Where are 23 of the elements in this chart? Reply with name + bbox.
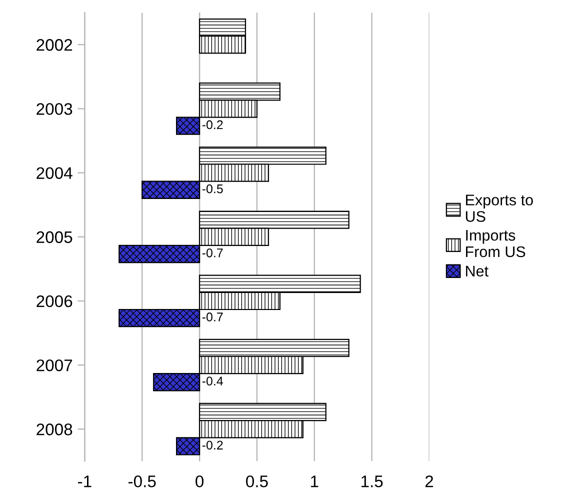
x-tick-label: 0.5 <box>246 475 268 488</box>
y-tick-label: 2003 <box>36 103 72 115</box>
y-tick-label: 2005 <box>36 231 72 244</box>
x-tick-label: -1 <box>78 476 92 488</box>
x-tick-label: 0 <box>196 475 204 488</box>
data-label: -0.7 <box>202 248 223 258</box>
x-tick-label: 1 <box>311 476 318 488</box>
data-label: -0.2 <box>202 440 223 450</box>
data-label: -0.5 <box>202 184 223 194</box>
y-tick-label: 2006 <box>36 295 72 308</box>
x-tick-label: 1.5 <box>362 476 383 488</box>
data-label: -0.7 <box>202 312 223 322</box>
data-label: -0.2 <box>202 120 223 130</box>
y-tick-label: 2008 <box>36 424 72 436</box>
data-label: -0.4 <box>202 376 224 386</box>
legend-label: Net <box>466 266 488 277</box>
x-tick-label: 2 <box>425 475 434 488</box>
y-tick-label: 2004 <box>36 167 72 180</box>
legend-label: Exports to US <box>466 194 533 222</box>
legend-label: Imports From US <box>466 230 526 258</box>
y-tick-label: 2002 <box>36 39 72 51</box>
y-tick-label: 2007 <box>36 359 72 372</box>
x-tick-label: -0.5 <box>128 475 156 488</box>
